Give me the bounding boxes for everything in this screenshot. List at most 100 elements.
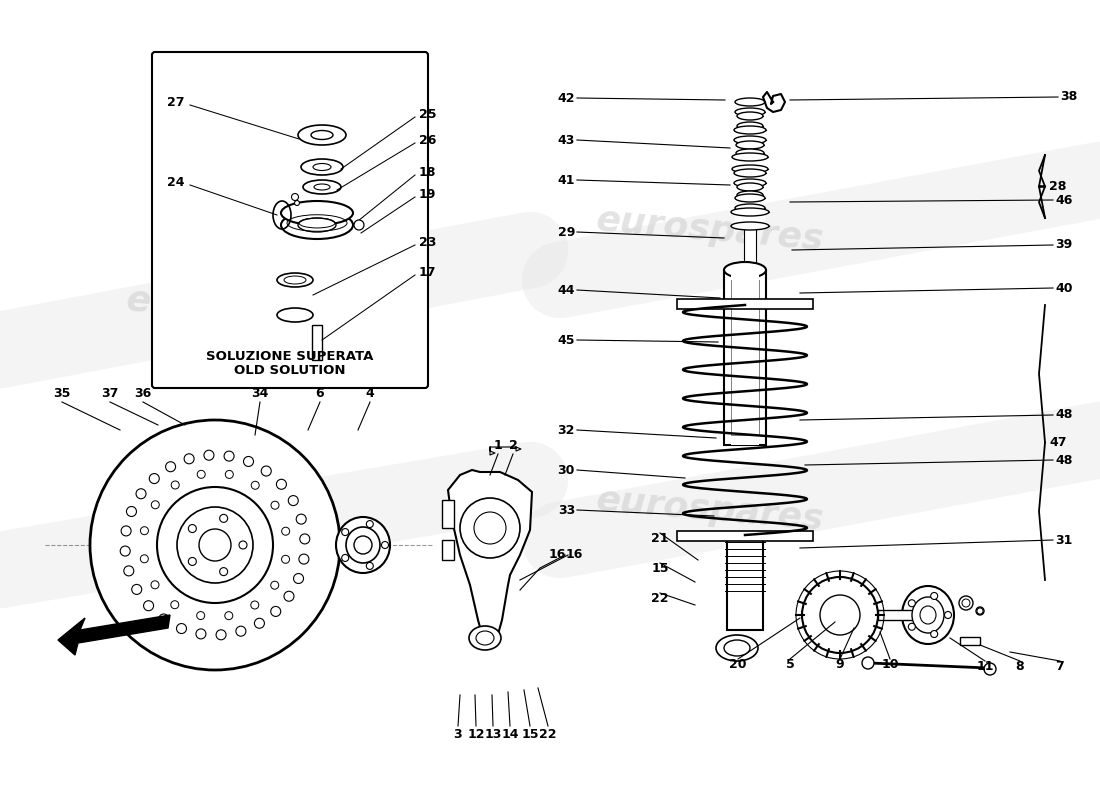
Text: 16: 16 xyxy=(566,549,583,562)
Ellipse shape xyxy=(336,517,390,573)
Text: eurospares: eurospares xyxy=(124,503,355,557)
Circle shape xyxy=(184,454,194,464)
Ellipse shape xyxy=(314,184,330,190)
Bar xyxy=(739,102,761,112)
Bar xyxy=(312,325,322,360)
Circle shape xyxy=(157,487,273,603)
Ellipse shape xyxy=(298,125,346,145)
Circle shape xyxy=(158,614,168,624)
Circle shape xyxy=(239,541,248,549)
Text: 22: 22 xyxy=(651,592,669,605)
Circle shape xyxy=(220,514,228,522)
Ellipse shape xyxy=(735,204,764,212)
Ellipse shape xyxy=(732,165,768,173)
Text: 41: 41 xyxy=(558,174,575,186)
Ellipse shape xyxy=(737,112,763,120)
Circle shape xyxy=(254,618,264,628)
Bar xyxy=(738,130,762,140)
Ellipse shape xyxy=(280,211,353,239)
Text: 38: 38 xyxy=(1060,90,1077,103)
Ellipse shape xyxy=(912,597,944,633)
Ellipse shape xyxy=(734,136,766,144)
Text: 19: 19 xyxy=(419,189,437,202)
Text: 40: 40 xyxy=(1055,282,1072,294)
Ellipse shape xyxy=(298,218,336,232)
Circle shape xyxy=(862,657,874,669)
Text: eurospares: eurospares xyxy=(595,483,825,537)
Bar xyxy=(741,116,759,126)
Text: 16: 16 xyxy=(549,549,566,562)
Circle shape xyxy=(962,599,970,607)
Ellipse shape xyxy=(311,130,333,139)
Ellipse shape xyxy=(735,98,764,106)
Text: 3: 3 xyxy=(453,728,462,741)
Circle shape xyxy=(126,506,136,517)
Text: 14: 14 xyxy=(502,728,519,741)
Bar xyxy=(878,610,926,620)
Text: 30: 30 xyxy=(558,463,575,477)
Text: 48: 48 xyxy=(1055,454,1072,466)
Circle shape xyxy=(271,606,281,617)
Bar xyxy=(739,198,761,208)
Circle shape xyxy=(197,611,205,619)
Ellipse shape xyxy=(724,640,750,656)
Ellipse shape xyxy=(716,635,758,661)
Circle shape xyxy=(931,593,937,599)
Text: 7: 7 xyxy=(1056,660,1065,673)
Text: 34: 34 xyxy=(251,387,268,400)
Ellipse shape xyxy=(277,308,313,322)
Ellipse shape xyxy=(735,108,764,116)
Bar xyxy=(740,145,760,153)
Circle shape xyxy=(909,600,915,606)
Circle shape xyxy=(460,498,520,558)
Text: 4: 4 xyxy=(365,387,374,400)
Bar xyxy=(727,535,763,630)
Text: 46: 46 xyxy=(1055,194,1072,206)
Ellipse shape xyxy=(732,208,769,216)
Circle shape xyxy=(959,596,974,610)
Ellipse shape xyxy=(734,169,766,177)
Bar xyxy=(442,500,454,528)
Ellipse shape xyxy=(280,201,353,225)
Ellipse shape xyxy=(734,126,766,134)
Text: 13: 13 xyxy=(484,728,502,741)
Circle shape xyxy=(976,607,984,615)
Bar xyxy=(738,173,762,183)
Circle shape xyxy=(945,611,952,618)
Circle shape xyxy=(931,630,937,638)
Ellipse shape xyxy=(732,153,768,161)
Ellipse shape xyxy=(736,141,764,149)
Circle shape xyxy=(141,526,149,534)
Circle shape xyxy=(977,608,983,614)
Text: 11: 11 xyxy=(977,660,993,673)
Circle shape xyxy=(284,591,294,602)
Text: eurospares: eurospares xyxy=(595,203,825,257)
Circle shape xyxy=(251,601,258,609)
Ellipse shape xyxy=(735,194,764,202)
Circle shape xyxy=(199,529,231,561)
Circle shape xyxy=(172,481,179,489)
Text: 5: 5 xyxy=(785,658,794,671)
Circle shape xyxy=(150,474,160,483)
FancyBboxPatch shape xyxy=(152,52,428,388)
Circle shape xyxy=(271,582,278,590)
Circle shape xyxy=(292,194,298,201)
Text: 17: 17 xyxy=(419,266,437,279)
Bar xyxy=(735,212,764,226)
Circle shape xyxy=(474,512,506,544)
Bar xyxy=(744,100,756,280)
Circle shape xyxy=(296,514,306,524)
Circle shape xyxy=(204,450,213,460)
Text: 22: 22 xyxy=(539,728,557,741)
Ellipse shape xyxy=(736,149,764,157)
Bar xyxy=(960,637,980,645)
Circle shape xyxy=(177,507,253,583)
Circle shape xyxy=(382,542,388,549)
Text: 15: 15 xyxy=(651,562,669,575)
Circle shape xyxy=(235,626,246,636)
Text: 28: 28 xyxy=(1049,180,1066,193)
Circle shape xyxy=(271,502,279,510)
Text: 39: 39 xyxy=(1055,238,1072,251)
Circle shape xyxy=(196,629,206,639)
Circle shape xyxy=(220,568,228,576)
